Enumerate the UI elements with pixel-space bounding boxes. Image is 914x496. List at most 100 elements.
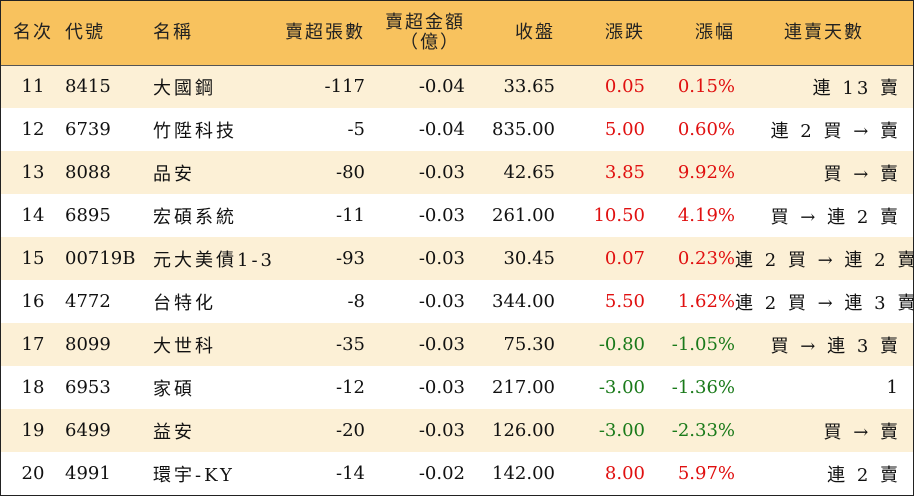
- cell-close: 344.00: [492, 291, 555, 312]
- cell-lots: -5: [347, 119, 365, 140]
- cell-close: 126.00: [492, 420, 555, 441]
- header-change: 漲跌: [605, 21, 645, 43]
- cell-name: 元大美債1-3: [153, 249, 275, 271]
- cell-lots: -14: [336, 463, 365, 484]
- cell-lots: -12: [336, 377, 365, 398]
- cell-close: 261.00: [492, 205, 555, 226]
- cell-amount: -0.04: [418, 119, 465, 140]
- cell-name: 宏碩系統: [153, 206, 237, 228]
- cell-pct: 4.19%: [677, 205, 735, 226]
- cell-rank: 14: [21, 205, 45, 226]
- header-amount-line1: 賣超金額: [385, 11, 465, 33]
- cell-streak: 連 2 買 → 賣: [770, 120, 901, 142]
- cell-close: 33.65: [503, 76, 555, 98]
- cell-code: 8088: [65, 162, 111, 183]
- header-amount-line2: （億）: [400, 31, 460, 53]
- table-row: 14 6895 宏碩系統 -11 -0.03 261.00 10.50 4.19% 買 → 連 …: [1, 194, 913, 237]
- cell-streak: 連 2 賣: [827, 464, 901, 486]
- table-row: 18 6953 家碩 -12 -0.03 217.00 -3.00 -1.36% 1: [1, 366, 913, 409]
- cell-pct: 5.97%: [677, 463, 735, 484]
- cell-streak: 連 13 賣: [812, 77, 901, 99]
- cell-change: 10.50: [593, 205, 645, 226]
- cell-lots: -35: [336, 334, 365, 355]
- cell-lots: -117: [324, 76, 365, 98]
- table-body: 11 8415 大國鋼 -117 -0.04 33.65 0.05 0.15% 連 13 賣 12…: [1, 65, 914, 495]
- cell-name: 台特化: [153, 292, 216, 314]
- cell-name: 大世科: [153, 335, 216, 357]
- header-amount: 賣超金額 （億）: [365, 1, 465, 65]
- cell-change: -3.00: [598, 377, 645, 398]
- cell-pct: -1.36%: [671, 377, 735, 398]
- table-row: 13 8088 品安 -80 -0.03 42.65 3.85 9.92% 買 → 賣: [1, 151, 913, 194]
- cell-amount: -0.03: [418, 205, 465, 226]
- cell-code: 6895: [65, 205, 111, 226]
- cell-rank: 15: [21, 248, 45, 269]
- cell-amount: -0.03: [418, 377, 465, 398]
- cell-close: 217.00: [492, 377, 555, 398]
- cell-rank: 19: [21, 420, 45, 441]
- cell-pct: 1.62%: [677, 291, 735, 312]
- cell-lots: -8: [347, 291, 365, 312]
- header-pct: 漲幅: [695, 21, 735, 43]
- cell-amount: -0.03: [418, 420, 465, 441]
- cell-name: 品安: [153, 163, 195, 185]
- cell-streak: 買 → 連 2 賣: [770, 206, 901, 228]
- cell-rank: 13: [21, 162, 45, 183]
- cell-change: 0.05: [604, 76, 645, 98]
- cell-amount: -0.03: [418, 162, 465, 183]
- cell-change: -0.80: [598, 334, 645, 355]
- cell-amount: -0.03: [418, 334, 465, 355]
- cell-streak: 連 2 買 → 連 3 賣: [735, 292, 914, 314]
- cell-name: 家碩: [153, 378, 195, 400]
- cell-change: 5.00: [604, 119, 645, 140]
- cell-pct: -1.05%: [671, 334, 735, 355]
- cell-amount: -0.04: [418, 76, 465, 98]
- cell-code: 4991: [65, 463, 111, 484]
- cell-name: 大國鋼: [153, 77, 216, 99]
- cell-change: 0.07: [604, 248, 645, 269]
- header-streak: 連賣天數: [784, 21, 864, 43]
- cell-rank: 12: [21, 119, 45, 140]
- table-row: 16 4772 台特化 -8 -0.03 344.00 5.50 1.62% 連 2 買 → 連…: [1, 280, 914, 323]
- cell-pct: 9.92%: [677, 162, 735, 183]
- cell-amount: -0.02: [418, 463, 465, 484]
- cell-close: 42.65: [503, 162, 555, 183]
- cell-change: 5.50: [604, 291, 645, 312]
- cell-lots: -11: [336, 205, 365, 226]
- cell-close: 142.00: [492, 463, 555, 484]
- cell-rank: 16: [21, 291, 45, 312]
- cell-code: 00719B: [65, 248, 136, 269]
- table-header-row: 名次 代號 名稱 賣超張數 賣超金額 （億） 收盤 漲跌 漲幅 連賣天數: [1, 1, 913, 65]
- table-row: 15 00719B 元大美債1-3 -93 -0.03 30.45 0.07 0.23% 連 2…: [1, 237, 914, 280]
- table-row: 12 6739 竹陞科技 -5 -0.04 835.00 5.00 0.60% 連 2 買 → …: [1, 108, 913, 151]
- cell-code: 8415: [65, 76, 111, 98]
- cell-code: 6499: [65, 420, 111, 441]
- cell-change: 8.00: [604, 463, 645, 484]
- cell-name: 環宇-KY: [153, 464, 235, 486]
- cell-change: -3.00: [598, 420, 645, 441]
- table-row: 17 8099 大世科 -35 -0.03 75.30 -0.80 -1.05% 買 → 連 3…: [1, 323, 913, 366]
- cell-close: 835.00: [492, 119, 555, 140]
- cell-rank: 18: [21, 377, 45, 398]
- cell-lots: -93: [336, 248, 365, 269]
- cell-pct: -2.33%: [671, 420, 735, 441]
- cell-lots: -20: [336, 420, 365, 441]
- cell-code: 8099: [65, 334, 111, 355]
- header-close: 收盤: [515, 21, 555, 43]
- header-name: 名稱: [153, 21, 193, 43]
- cell-code: 4772: [65, 291, 111, 312]
- cell-streak: 買 → 賣: [823, 163, 901, 185]
- cell-close: 75.30: [503, 334, 555, 355]
- cell-code: 6953: [65, 377, 111, 398]
- cell-change: 3.85: [604, 162, 645, 183]
- header-rank: 名次: [13, 21, 53, 43]
- table-row: 11 8415 大國鋼 -117 -0.04 33.65 0.05 0.15% 連 13 賣: [1, 65, 913, 108]
- cell-streak: 連 2 買 → 連 2 賣: [735, 249, 914, 271]
- cell-rank: 11: [21, 76, 45, 98]
- cell-streak: 1: [886, 377, 901, 398]
- cell-amount: -0.03: [418, 291, 465, 312]
- cell-name: 竹陞科技: [153, 120, 237, 142]
- table-row: 20 4991 環宇-KY -14 -0.02 142.00 8.00 5.97% 連 2 賣: [1, 452, 913, 495]
